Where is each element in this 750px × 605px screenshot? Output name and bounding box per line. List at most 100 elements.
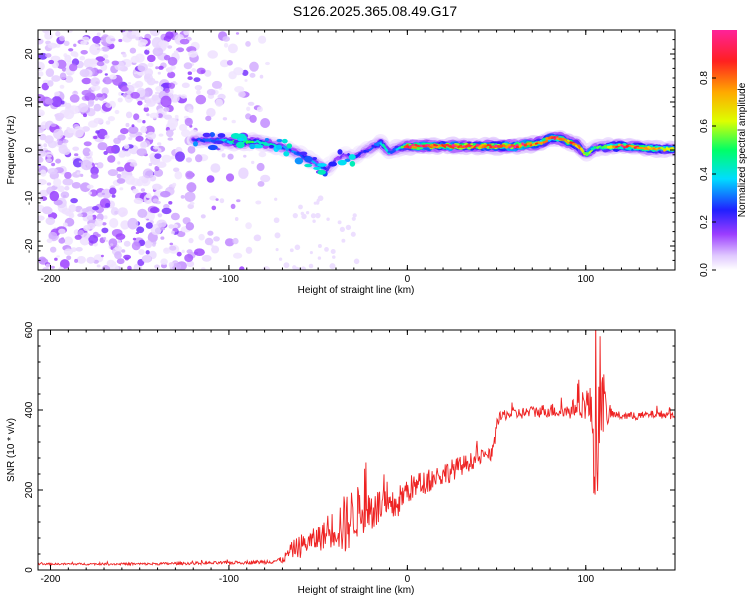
noise-blob	[63, 139, 69, 143]
noise-blob	[170, 94, 179, 103]
noise-blob	[257, 163, 265, 171]
noise-blob	[175, 151, 185, 161]
noise-blob	[235, 217, 239, 221]
noise-blob	[77, 172, 80, 175]
noise-blob	[171, 213, 180, 221]
noise-blob	[50, 191, 60, 201]
noise-blob	[162, 208, 172, 214]
snr-y-label: SNR (10 * v/v)	[6, 418, 17, 482]
x-tick-label: 0	[405, 574, 411, 585]
noise-blob	[74, 259, 78, 263]
noise-blob	[62, 178, 73, 185]
noise-blob	[274, 198, 277, 201]
noise-blob	[47, 80, 53, 87]
noise-blob	[120, 128, 128, 134]
noise-blob	[54, 92, 60, 97]
noise-blob	[76, 247, 83, 252]
noise-blob	[332, 255, 336, 259]
noise-blob	[127, 218, 138, 230]
ridge-blob	[304, 164, 312, 168]
noise-blob	[61, 237, 64, 239]
noise-blob	[206, 108, 216, 117]
noise-blob	[201, 214, 206, 218]
noise-blob	[211, 246, 219, 254]
noise-blob	[66, 255, 71, 260]
ridge-segment	[434, 145, 437, 146]
noise-blob	[158, 40, 169, 47]
ridge-blob	[328, 162, 337, 167]
noise-blob	[153, 242, 156, 245]
noise-blob	[196, 95, 207, 105]
noise-blob	[146, 193, 151, 199]
noise-blob	[94, 104, 102, 112]
noise-blob	[45, 53, 51, 58]
noise-blob	[65, 211, 74, 216]
noise-blob	[186, 222, 194, 230]
noise-blob	[158, 213, 163, 217]
ridge-segment	[512, 145, 515, 146]
noise-blob	[112, 262, 116, 266]
noise-blob	[276, 248, 279, 251]
noise-blob	[48, 140, 57, 148]
noise-blob	[101, 228, 108, 234]
x-tick-label: 0	[405, 274, 411, 285]
noise-blob	[35, 62, 45, 71]
noise-blob	[132, 242, 141, 251]
noise-blob	[48, 60, 54, 64]
noise-blob	[168, 224, 174, 229]
noise-blob	[188, 238, 193, 243]
noise-blob	[135, 37, 139, 41]
noise-blob	[105, 73, 108, 75]
ridge-blob	[276, 145, 282, 150]
noise-blob	[43, 267, 49, 271]
noise-blob	[168, 137, 174, 140]
noise-blob	[254, 235, 262, 242]
noise-blob	[40, 199, 43, 202]
noise-blob	[160, 191, 171, 198]
noise-blob	[73, 44, 76, 47]
noise-blob	[109, 74, 117, 79]
noise-blob	[67, 127, 71, 130]
noise-blob	[73, 91, 76, 93]
ridge-segment	[456, 145, 459, 146]
noise-blob	[258, 36, 266, 44]
noise-blob	[265, 62, 270, 65]
noise-blob	[60, 85, 65, 89]
noise-blob	[301, 266, 306, 271]
noise-blob	[120, 213, 124, 217]
x-tick-label: -100	[219, 574, 239, 585]
noise-blob	[152, 184, 162, 191]
noise-blob	[353, 213, 357, 217]
noise-blob	[244, 79, 247, 82]
ridge-segment	[573, 144, 576, 145]
noise-blob	[201, 70, 206, 74]
noise-blob	[88, 100, 94, 105]
noise-blob	[59, 36, 65, 42]
noise-blob	[97, 61, 105, 66]
ridge-blob	[337, 149, 342, 154]
noise-blob	[126, 112, 132, 119]
ridge-blob	[218, 133, 226, 138]
noise-blob	[212, 206, 217, 211]
noise-blob	[171, 156, 175, 160]
ridge-blob	[317, 163, 327, 167]
noise-blob	[47, 239, 53, 244]
noise-blob	[153, 146, 159, 150]
noise-blob	[58, 267, 64, 272]
noise-blob	[173, 81, 177, 84]
noise-blob	[251, 161, 254, 164]
noise-blob	[140, 141, 147, 149]
noise-blob	[220, 198, 225, 203]
noise-blob	[207, 231, 213, 236]
ridge-segment	[509, 146, 512, 147]
noise-blob	[137, 148, 148, 156]
noise-blob	[154, 153, 161, 159]
noise-blob	[89, 44, 100, 55]
noise-blob	[182, 83, 190, 89]
noise-blob	[168, 201, 172, 205]
noise-blob	[61, 101, 65, 105]
noise-blob	[80, 56, 86, 61]
noise-blob	[112, 61, 119, 66]
noise-blob	[236, 32, 239, 35]
